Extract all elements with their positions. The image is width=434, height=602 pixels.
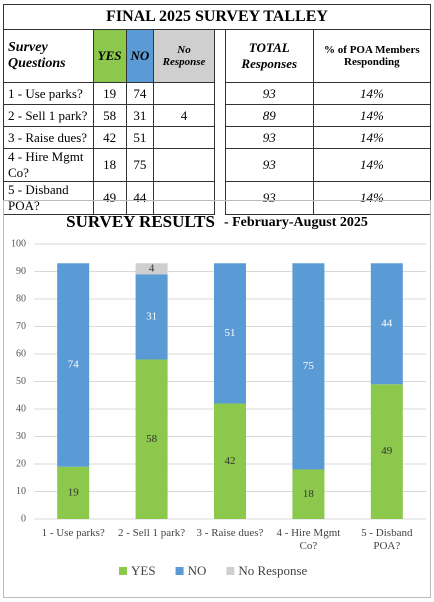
y-tick-label: 100 [11, 238, 26, 249]
table-cell: 31 [125, 104, 155, 127]
table-cell: 58 [92, 104, 127, 127]
table-cell: 49 [92, 181, 127, 215]
survey-table: FINAL 2025 SURVEY TALLEY Survey Question… [3, 4, 432, 215]
spacer [213, 82, 226, 105]
legend-label: YES [131, 563, 156, 578]
table-cell: 14% [312, 82, 432, 105]
y-tick-label: 10 [16, 486, 26, 497]
header-row: Survey Questions YES NO No Response TOTAL Re… [3, 29, 432, 83]
table-cell: 89 [224, 104, 314, 127]
chart-box: SURVEY RESULTS - February-August 2025 0 1… [3, 200, 431, 598]
table-cell: 5 - Disband POA? [3, 181, 94, 215]
x-tick-label: 3 - Raise dues? [196, 527, 264, 539]
bar-segment [135, 274, 168, 360]
table-cell: 4 [153, 104, 215, 127]
table-row: 5 - Disband POA? 49 44 93 14% [3, 181, 432, 215]
data-label: 58 [146, 433, 158, 445]
chart-subtitle: - February-August 2025 [224, 215, 368, 230]
table-cell: 3 - Raise dues? [3, 126, 94, 149]
x-tick-label: 2 - Sell 1 park? [117, 527, 186, 539]
table-cell: 2 - Sell 1 park? [3, 104, 94, 127]
table-row: 1 - Use parks? 19 74 93 14% [3, 82, 432, 105]
table-cell: 42 [92, 126, 127, 149]
bar-segment [292, 263, 325, 470]
legend-label: NO [188, 563, 207, 578]
y-tick-label: 20 [16, 458, 26, 469]
table-cell [153, 82, 215, 105]
table-cell: 14% [312, 126, 432, 149]
table-cell: 14% [312, 181, 432, 215]
header-cell: Survey Questions [3, 29, 94, 83]
bar-segment [292, 469, 325, 519]
table-cell: 44 [125, 181, 155, 215]
data-label: 42 [225, 455, 236, 467]
y-tick-label: 30 [16, 431, 26, 442]
y-tick-label: 40 [16, 403, 26, 414]
y-tick-label: 60 [16, 348, 26, 359]
header-cell: YES [92, 29, 127, 83]
bar-segment [57, 263, 90, 467]
data-label: 44 [381, 317, 393, 329]
table-cell: 93 [224, 126, 314, 149]
header-cell: TOTAL Responses [224, 29, 314, 83]
x-tick-label: 4 - Hire Mgmt Co? [276, 527, 341, 552]
legend-label: No Response [238, 563, 307, 578]
legend-swatch [175, 567, 184, 575]
data-label: 51 [225, 327, 236, 339]
data-label: 19 [68, 486, 80, 498]
data-label: 49 [381, 445, 393, 457]
y-tick-label: 0 [21, 513, 26, 524]
table-row: 3 - Raise dues? 42 51 93 14% [3, 126, 432, 149]
table-cell: 93 [224, 148, 314, 182]
table-cell: 14% [312, 104, 432, 127]
legend-swatch [119, 567, 127, 575]
y-tick-label: 70 [16, 321, 26, 332]
y-tick-label: 50 [16, 376, 26, 387]
spacer [213, 148, 226, 182]
table-cell [153, 126, 215, 149]
spacer [213, 104, 226, 127]
table-cell: 51 [125, 126, 155, 149]
table-cell: 75 [125, 148, 155, 182]
spacer [213, 126, 226, 149]
table-cell: 93 [224, 181, 314, 215]
table-cell: 19 [92, 82, 127, 105]
table-cell [153, 181, 215, 215]
bar-segment [135, 263, 168, 275]
bar-segment [135, 359, 168, 519]
chart: SURVEY RESULTS - February-August 2025 0 1… [11, 212, 426, 578]
x-tick-label: 5 - Disband POA? [361, 527, 413, 552]
data-label: 31 [146, 310, 157, 322]
header-cell: No Response [153, 29, 215, 83]
header-cell: % of POA Members Responding [312, 29, 432, 83]
bar-segment [214, 403, 246, 519]
table-cell: 93 [224, 82, 314, 105]
bar-segment [370, 263, 403, 385]
bar-segment [57, 466, 90, 519]
chart-title-line: SURVEY RESULTS - February-August 2025 [66, 212, 368, 231]
table-row: 2 - Sell 1 park? 58 31 4 89 14% [3, 104, 432, 127]
table-cell: 1 - Use parks? [3, 82, 94, 105]
bar-segment [370, 384, 403, 519]
spacer [213, 29, 226, 83]
chart-title: SURVEY RESULTS [66, 212, 215, 231]
y-tick-label: 90 [16, 266, 26, 277]
table-cell: 74 [125, 82, 155, 105]
table-cell: 14% [312, 148, 432, 182]
legend-swatch [226, 567, 235, 575]
header-cell: NO [125, 29, 155, 83]
data-label: 74 [68, 359, 80, 371]
x-tick-label: 1 - Use parks? [41, 527, 105, 539]
table-cell: 4 - Hire Mgmt Co? [3, 148, 94, 182]
table-title: FINAL 2025 SURVEY TALLEY [3, 4, 431, 30]
bar-segment [214, 263, 246, 404]
table-row: 4 - Hire Mgmt Co? 18 75 93 14% [3, 148, 432, 182]
data-label: 75 [303, 360, 315, 372]
data-label: 18 [303, 488, 315, 500]
data-label: 4 [149, 262, 155, 274]
table-cell [153, 148, 215, 182]
y-tick-label: 80 [16, 293, 26, 304]
table-cell: 18 [92, 148, 127, 182]
